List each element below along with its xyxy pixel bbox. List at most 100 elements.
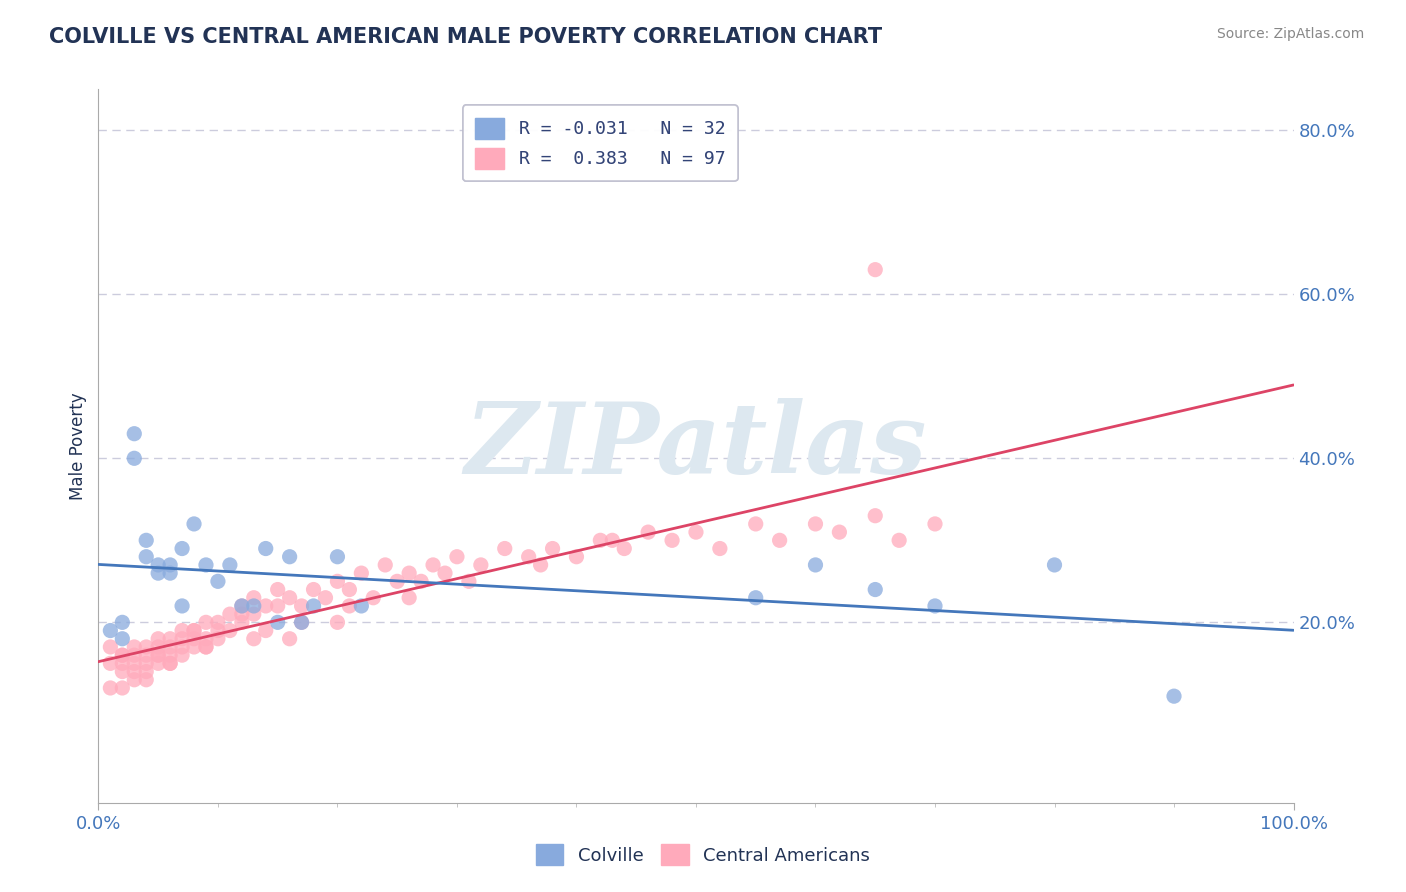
Point xyxy=(219,607,242,622)
Point xyxy=(183,624,205,638)
Point xyxy=(243,599,266,613)
Point xyxy=(207,615,229,630)
Point xyxy=(267,599,290,613)
Point xyxy=(924,516,946,531)
Point xyxy=(613,541,636,556)
Point xyxy=(291,615,314,630)
Point xyxy=(565,549,588,564)
Point xyxy=(172,624,194,638)
Point xyxy=(530,558,553,572)
Point xyxy=(326,574,349,589)
Point xyxy=(111,632,134,646)
Point xyxy=(494,541,516,556)
Y-axis label: Male Poverty: Male Poverty xyxy=(69,392,87,500)
Point xyxy=(135,533,157,548)
Point xyxy=(135,549,157,564)
Point xyxy=(159,648,181,662)
Point xyxy=(709,541,731,556)
Point xyxy=(924,599,946,613)
Point xyxy=(135,673,157,687)
Point xyxy=(111,681,134,695)
Point xyxy=(231,599,253,613)
Point xyxy=(470,558,492,572)
Text: ZIPatlas: ZIPatlas xyxy=(465,398,927,494)
Point xyxy=(302,582,325,597)
Point xyxy=(1163,689,1185,703)
Point xyxy=(148,648,170,662)
Point xyxy=(889,533,911,548)
Point xyxy=(172,640,194,654)
Point xyxy=(804,558,827,572)
Point xyxy=(124,657,146,671)
Point xyxy=(326,615,349,630)
Point xyxy=(195,558,218,572)
Point xyxy=(124,673,146,687)
Point xyxy=(172,632,194,646)
Point xyxy=(315,591,337,605)
Point xyxy=(278,549,301,564)
Point xyxy=(602,533,624,548)
Point xyxy=(422,558,444,572)
Point xyxy=(1043,558,1066,572)
Point xyxy=(111,615,134,630)
Point xyxy=(135,657,157,671)
Text: COLVILLE VS CENTRAL AMERICAN MALE POVERTY CORRELATION CHART: COLVILLE VS CENTRAL AMERICAN MALE POVERT… xyxy=(49,27,883,46)
Point xyxy=(350,566,373,581)
Point xyxy=(148,648,170,662)
Point xyxy=(219,624,242,638)
Point xyxy=(195,632,218,646)
Point xyxy=(172,599,194,613)
Point xyxy=(98,624,122,638)
Point xyxy=(111,648,134,662)
Point xyxy=(267,582,290,597)
Point xyxy=(183,516,205,531)
Point xyxy=(291,599,314,613)
Point xyxy=(159,566,181,581)
Point xyxy=(865,262,887,277)
Point xyxy=(768,533,790,548)
Point xyxy=(446,549,468,564)
Point xyxy=(267,615,290,630)
Point xyxy=(148,640,170,654)
Point xyxy=(172,541,194,556)
Point xyxy=(804,516,827,531)
Point xyxy=(195,640,218,654)
Point xyxy=(350,599,373,613)
Point xyxy=(159,558,181,572)
Point xyxy=(398,591,420,605)
Point xyxy=(278,591,301,605)
Point xyxy=(291,615,314,630)
Point xyxy=(637,525,659,540)
Point xyxy=(243,607,266,622)
Point xyxy=(411,574,433,589)
Point xyxy=(207,574,229,589)
Point xyxy=(661,533,683,548)
Point xyxy=(148,632,170,646)
Point xyxy=(254,624,277,638)
Point xyxy=(172,648,194,662)
Text: Source: ZipAtlas.com: Source: ZipAtlas.com xyxy=(1216,27,1364,41)
Point xyxy=(148,558,170,572)
Point xyxy=(231,615,253,630)
Point xyxy=(243,591,266,605)
Point xyxy=(458,574,481,589)
Point xyxy=(374,558,396,572)
Point xyxy=(124,640,146,654)
Point xyxy=(183,624,205,638)
Point xyxy=(159,640,181,654)
Legend: R = -0.031   N = 32, R =  0.383   N = 97: R = -0.031 N = 32, R = 0.383 N = 97 xyxy=(463,105,738,181)
Point xyxy=(434,566,457,581)
Point xyxy=(685,525,707,540)
Point xyxy=(541,541,564,556)
Point xyxy=(124,426,146,441)
Point xyxy=(148,657,170,671)
Point xyxy=(254,541,277,556)
Point xyxy=(745,591,768,605)
Point xyxy=(111,648,134,662)
Point xyxy=(745,516,768,531)
Point xyxy=(243,632,266,646)
Point xyxy=(183,640,205,654)
Point xyxy=(124,665,146,679)
Point xyxy=(135,640,157,654)
Point xyxy=(195,640,218,654)
